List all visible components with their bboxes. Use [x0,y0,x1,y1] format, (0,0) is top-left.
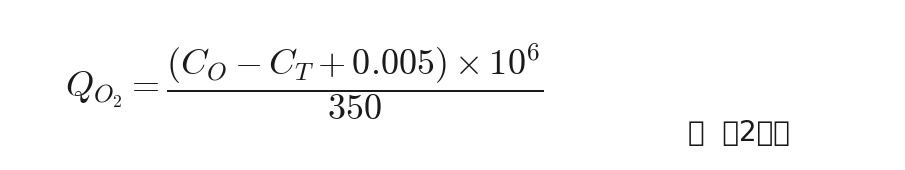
Text: $Q_{O_2} = \dfrac{(C_O - C_T + 0.005) \times 10^6}{350}$: $Q_{O_2} = \dfrac{(C_O - C_T + 0.005) \t… [64,41,543,122]
Text: 式  （2）；: 式 （2）； [688,119,790,147]
